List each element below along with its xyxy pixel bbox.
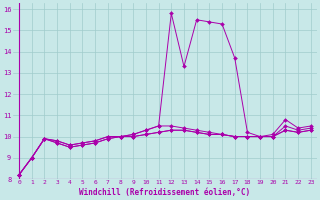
X-axis label: Windchill (Refroidissement éolien,°C): Windchill (Refroidissement éolien,°C) — [79, 188, 251, 197]
